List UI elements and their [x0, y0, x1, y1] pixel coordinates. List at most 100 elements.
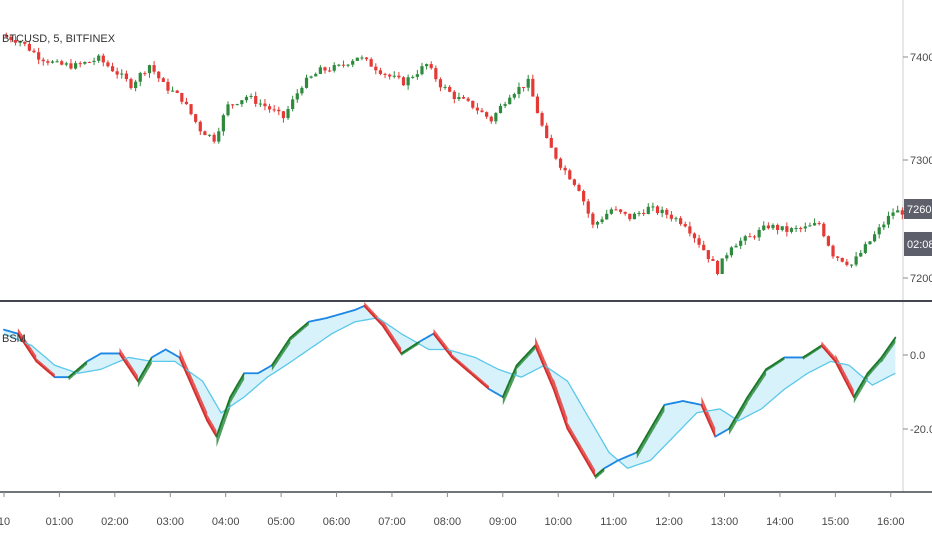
candle-body [878, 227, 881, 234]
candle-body [333, 65, 336, 71]
last-price-label: 7260.5 [907, 204, 932, 216]
candle-body [125, 74, 128, 79]
last-price-badge: 7260.5 [904, 199, 932, 219]
candle-body [430, 64, 433, 68]
symbol-title[interactable]: BTCUSD, 5, BITFINEX [2, 33, 116, 45]
candle-body [836, 256, 839, 257]
candle-body [628, 214, 631, 219]
candle-body [471, 101, 474, 108]
candle-body [545, 126, 548, 138]
candle-body [208, 135, 211, 136]
candle-body [596, 222, 599, 225]
candle-body [166, 82, 169, 91]
candle-body [379, 70, 382, 74]
candle-body [254, 96, 257, 104]
candle-body [176, 91, 179, 93]
candle-body [462, 97, 465, 99]
candle-body [577, 185, 580, 191]
candle-body [106, 62, 109, 66]
candle-body [725, 255, 728, 258]
candle-body [744, 236, 747, 240]
candle-body [901, 210, 904, 214]
candle-body [670, 215, 673, 219]
candle-body [346, 65, 349, 66]
candle-body [564, 168, 567, 171]
time-tick-label: 06:00 [323, 516, 351, 528]
candle-body [517, 87, 520, 94]
candle-body [855, 256, 858, 264]
candle-body [573, 179, 576, 184]
candle-body [753, 236, 756, 237]
candle-body [822, 224, 825, 236]
indicator-title[interactable]: BSM [2, 333, 26, 345]
candle-body [559, 159, 562, 168]
candle-body [189, 104, 192, 114]
candle-body [342, 65, 345, 66]
candle-body [92, 61, 95, 62]
candle-body [383, 74, 386, 75]
candle-body [291, 99, 294, 109]
candle-body [707, 250, 710, 259]
candle-body [222, 115, 225, 131]
candle-body [601, 219, 604, 222]
candle-body [637, 213, 640, 214]
countdown-label: 02:08 [907, 239, 932, 251]
time-tick-label: 15:00 [822, 516, 850, 528]
candle-body [540, 113, 543, 125]
candle-body [684, 224, 687, 226]
candle-body [286, 109, 289, 118]
candle-body [841, 258, 844, 262]
candle-body [351, 61, 354, 65]
candle-body [758, 230, 761, 237]
candle-body [300, 88, 303, 93]
candle-body [688, 226, 691, 233]
candle-body [328, 70, 331, 71]
candle-body [661, 210, 664, 213]
candle-body [767, 226, 770, 229]
candle-body [56, 61, 59, 62]
candle-body [781, 226, 784, 230]
candle-body [494, 113, 497, 121]
candle-body [374, 67, 377, 71]
candle-body [194, 114, 197, 122]
candle-body [868, 241, 871, 244]
candle-body [213, 135, 216, 142]
candle-body [439, 79, 442, 87]
candle-body [249, 96, 252, 97]
time-tick-label: 16:00 [877, 516, 905, 528]
candle-body [614, 209, 617, 210]
candle-body [739, 241, 742, 246]
candle-body [337, 65, 340, 66]
candle-body [771, 225, 774, 228]
indicator-tick-label: 0.0 [910, 350, 925, 362]
candle-body [37, 52, 40, 59]
candle-body [605, 214, 608, 220]
candle-body [665, 210, 668, 215]
candle-body [522, 87, 525, 88]
candle-body [111, 66, 114, 71]
candle-body [716, 261, 719, 274]
candle-body [651, 206, 654, 207]
candle-body [693, 234, 696, 239]
candle-body [97, 56, 100, 61]
candle-body [32, 51, 35, 53]
candle-body [393, 76, 396, 77]
candle-body [587, 201, 590, 213]
candle-body [370, 59, 373, 67]
candle-body [831, 246, 834, 257]
candle-body [647, 207, 650, 214]
candle-body [134, 82, 137, 88]
candle-body [859, 253, 862, 256]
candle-body [51, 61, 54, 62]
candle-body [633, 214, 636, 219]
candle-body [217, 131, 220, 141]
candle-body [679, 218, 682, 224]
candle-body [356, 58, 359, 61]
time-tick-label: 10:00 [544, 516, 572, 528]
candle-body [360, 58, 363, 59]
candle-body [162, 78, 165, 82]
time-tick-label: 14:00 [766, 516, 794, 528]
candle-body [88, 62, 91, 63]
